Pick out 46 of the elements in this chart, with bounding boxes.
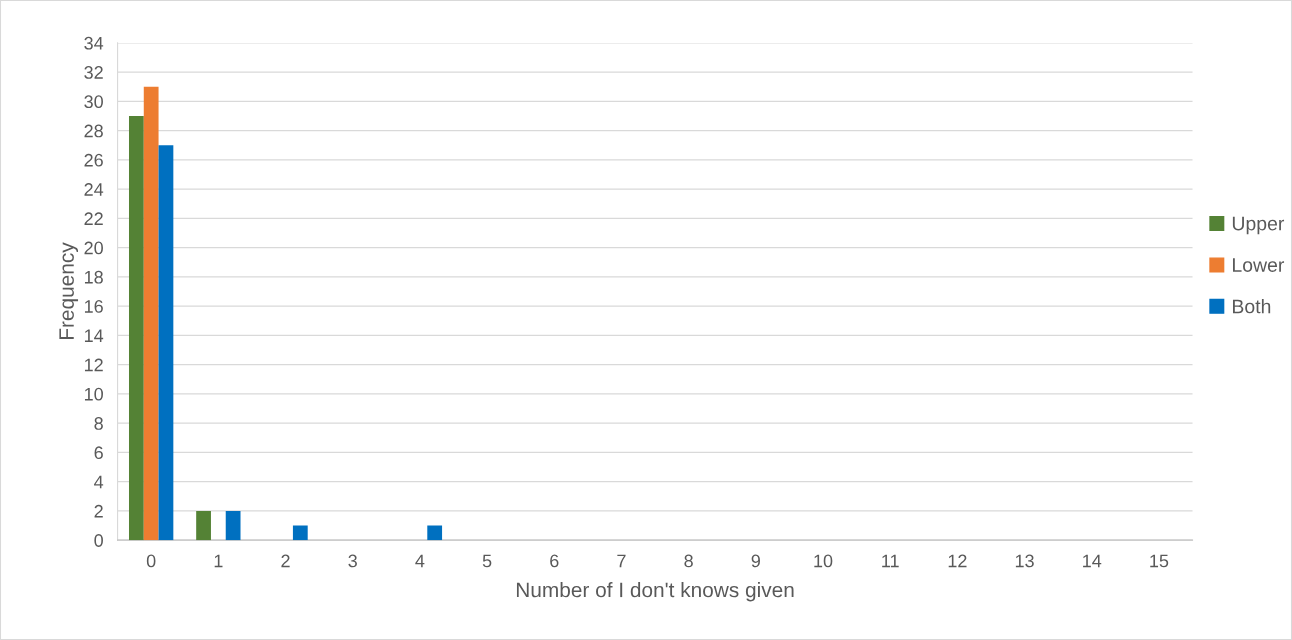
x-tick-label: 9 (751, 554, 760, 568)
y-tick-label: 0 (94, 534, 103, 547)
x-tick-label: 5 (482, 554, 492, 568)
y-tick-label: 18 (84, 270, 103, 284)
x-tick-label: 0 (146, 554, 156, 568)
bar (128, 116, 144, 541)
x-tick-label: 11 (882, 554, 899, 568)
y-tick-label: 30 (84, 95, 103, 109)
x-tick-label: 10 (814, 554, 833, 568)
x-tick-label: 13 (1015, 554, 1034, 568)
y-tick-label: 8 (94, 417, 103, 430)
x-tick-label: 6 (550, 554, 559, 568)
y-axis-title: Frequency (59, 242, 79, 340)
y-tick-label: 32 (84, 66, 103, 79)
y-tick-label: 12 (84, 358, 103, 372)
y-tick-label: 16 (84, 300, 103, 313)
bar (225, 510, 241, 541)
legend-label: Lower (1233, 258, 1285, 272)
legend-label: Both (1233, 299, 1271, 314)
y-tick-label: 34 (84, 36, 104, 50)
y-tick-label: 22 (84, 212, 103, 225)
x-tick-label: 8 (684, 554, 693, 568)
x-tick-label: 4 (415, 554, 425, 568)
y-tick-label: 24 (84, 183, 104, 196)
y-tick-label: 4 (94, 475, 104, 489)
y-tick-label: 28 (84, 124, 103, 138)
bar (292, 525, 308, 541)
x-tick-label: 3 (348, 554, 357, 568)
y-tick-label: 10 (84, 387, 103, 401)
x-tick-label: 2 (281, 554, 290, 568)
x-tick-label: 15 (1150, 554, 1169, 568)
x-tick-label: 1 (214, 554, 223, 568)
y-tick-label: 2 (94, 504, 103, 518)
bar (158, 145, 174, 541)
bar (143, 86, 159, 541)
y-tick-label: 20 (84, 241, 103, 255)
x-tick-label: 14 (1083, 554, 1102, 568)
y-tick-label: 26 (84, 153, 103, 167)
legend-label: Upper (1232, 216, 1285, 235)
bar (196, 510, 211, 541)
x-tick-label: 7 (617, 554, 626, 568)
x-tick-label: 12 (948, 554, 967, 568)
x-axis-title: Number of I don't knows given (516, 581, 794, 602)
y-tick-label: 14 (84, 329, 104, 342)
y-tick-label: 6 (94, 446, 103, 460)
bar (427, 525, 443, 541)
